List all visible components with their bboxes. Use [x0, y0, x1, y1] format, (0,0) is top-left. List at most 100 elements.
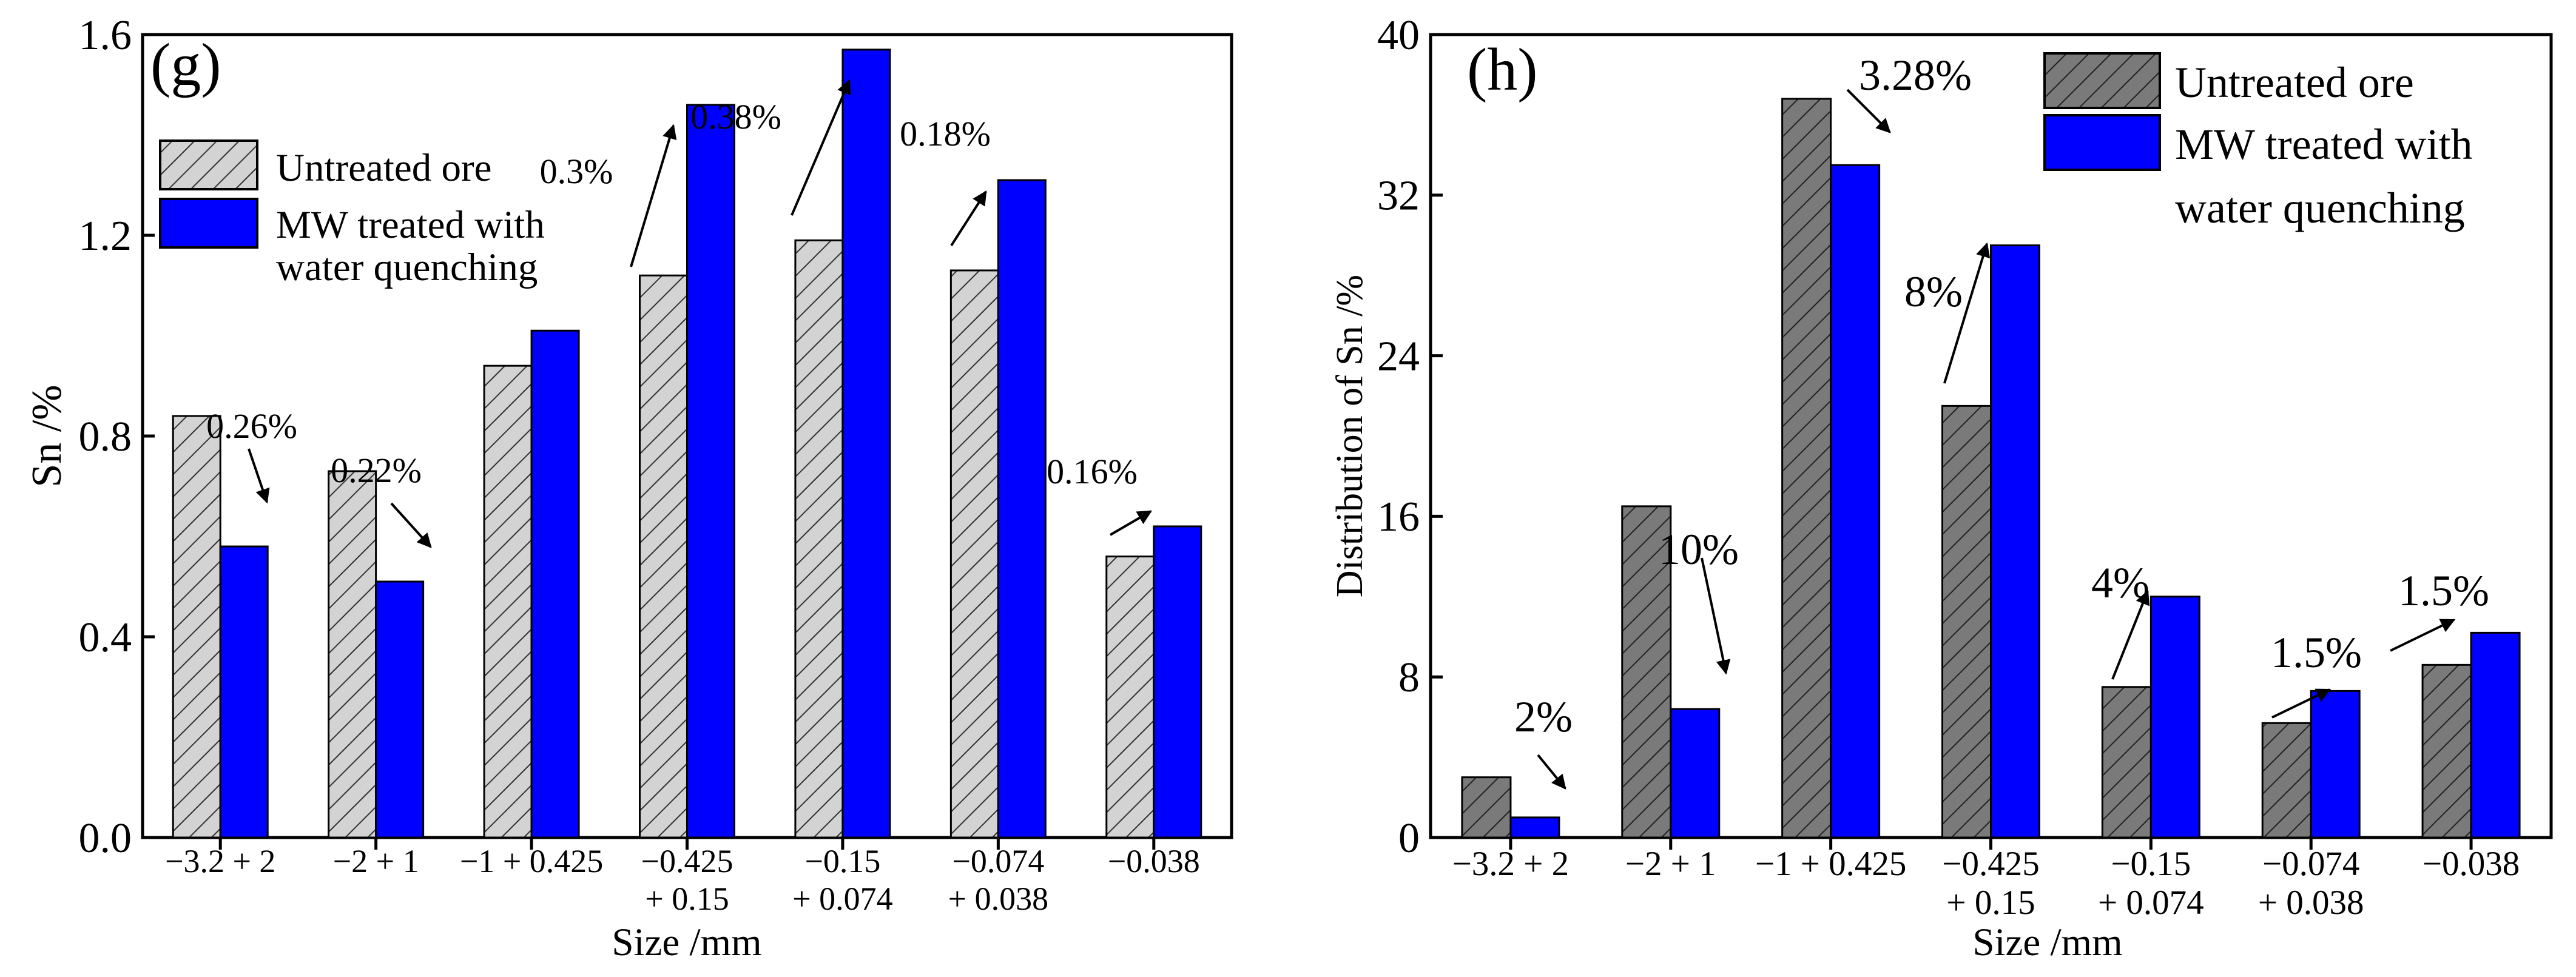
- annotation-arrow: [1943, 242, 1991, 384]
- annotation-arrow: [2271, 688, 2332, 719]
- bar-untreated: [1105, 556, 1155, 839]
- x-tick-label: −0.038: [1108, 843, 1200, 879]
- x-tick-label: −3.2 + 2: [1452, 845, 1570, 883]
- x-tick-label: −0.15: [2111, 845, 2191, 883]
- bar-untreated: [1621, 505, 1672, 839]
- x-tick-label: −1 + 0.425: [1755, 845, 1907, 883]
- annotation-label: 0.16%: [1047, 452, 1138, 491]
- annotation-label: 4%: [2091, 559, 2149, 607]
- y-tick-label: 1.2: [79, 213, 132, 260]
- bar-mw-treated: [1153, 525, 1202, 839]
- bar-mw-treated: [841, 49, 891, 839]
- bar-untreated: [2421, 663, 2472, 839]
- panel-g-chart: 0.0 0.4 0.8 1.2 1.6 −3.2 + 2 −2 + 1 −1 + 0.425 −…: [24, 12, 1233, 964]
- bar-mw-treated: [219, 545, 269, 839]
- annotation-arrow: [950, 190, 987, 247]
- legend-swatch: [2043, 52, 2161, 109]
- annotation-arrow: [791, 79, 851, 216]
- bar-mw-treated: [1670, 708, 1721, 839]
- annotation-arrow: [1537, 754, 1566, 790]
- annotation-arrow: [390, 502, 432, 548]
- x-axis-label: Size /mm: [1972, 921, 2122, 964]
- legend-label: Untreated ore: [276, 146, 492, 190]
- panel-h-chart: 0 8 16 24 32 40 −3.2 + 2 −2 + 1 −1 + 0.425 −0.425…: [1329, 12, 2553, 964]
- annotation-label: 3.28%: [1859, 51, 1972, 99]
- y-tick-label: 0.8: [79, 414, 132, 460]
- bar-untreated: [1781, 98, 1832, 839]
- legend-label: water quenching: [2175, 184, 2465, 232]
- annotation-label: 8%: [1904, 267, 1963, 316]
- legend-label: MW treated with: [2175, 120, 2473, 169]
- annotation-label: 1.5%: [2271, 628, 2362, 677]
- annotation-label: 0.26%: [206, 406, 297, 446]
- y-tick-label: 40: [1377, 12, 1420, 59]
- bar-untreated: [483, 364, 533, 839]
- annotation-arrow: [2390, 619, 2456, 652]
- bar-mw-treated: [686, 104, 735, 839]
- x-tick-label: −0.038: [2423, 845, 2520, 883]
- x-tick-label: + 0.074: [792, 881, 892, 917]
- annotation-label: 10%: [1659, 525, 1739, 574]
- bar-mw-treated: [1830, 164, 1881, 839]
- y-tick-label: 32: [1377, 173, 1420, 220]
- bar-mw-treated: [530, 329, 580, 839]
- annotation-arrow: [1846, 89, 1891, 133]
- y-tick-label: 0.4: [79, 614, 132, 661]
- bar-mw-treated: [1990, 244, 2040, 839]
- bar-untreated: [949, 269, 999, 839]
- panel-label: (h): [1467, 36, 1538, 103]
- bar-mw-treated: [2149, 596, 2200, 839]
- x-tick-label: + 0.038: [948, 881, 1048, 917]
- y-tick-label: 0.0: [79, 815, 132, 862]
- x-tick-label: −2 + 1: [333, 843, 419, 879]
- annotation-label: 1.5%: [2398, 566, 2489, 615]
- legend-label: water quenching: [276, 246, 538, 289]
- annotation-label: 0.22%: [331, 451, 422, 490]
- bar-mw-treated: [2310, 690, 2361, 839]
- annotation-label: 0.38%: [690, 97, 781, 136]
- bar-untreated: [172, 415, 221, 839]
- x-tick-label: −1 + 0.425: [460, 843, 603, 879]
- x-tick-label: −0.15: [804, 843, 880, 879]
- panel-label: (g): [150, 31, 221, 98]
- y-axis-label: Distribution of Sn /%: [1329, 275, 1371, 597]
- bar-mw-treated: [997, 179, 1047, 839]
- x-tick-label: + 0.038: [2258, 884, 2364, 922]
- bar-untreated: [328, 470, 377, 839]
- x-tick-label: + 0.074: [2098, 884, 2204, 922]
- annotation-label: 2%: [1514, 693, 1573, 741]
- legend-swatch: [159, 139, 258, 190]
- x-tick-label: + 0.15: [645, 881, 729, 917]
- legend-swatch: [159, 198, 258, 249]
- bar-untreated: [1941, 405, 1992, 839]
- x-tick-label: −0.074: [952, 843, 1044, 879]
- bar-mw-treated: [2470, 631, 2521, 839]
- annotation-label: 0.3%: [540, 152, 613, 191]
- y-tick-label: 1.6: [79, 12, 132, 59]
- annotation-label: 0.18%: [900, 114, 991, 153]
- annotation-arrow: [1109, 510, 1153, 536]
- legend-label: MW treated with: [276, 203, 545, 247]
- bar-untreated: [794, 239, 844, 839]
- y-tick-label: 16: [1377, 494, 1420, 540]
- legend-label: Untreated ore: [2175, 58, 2414, 107]
- x-tick-label: −0.074: [2262, 845, 2359, 883]
- legend-swatch: [2043, 114, 2161, 171]
- bar-untreated: [639, 274, 688, 839]
- annotation-arrow: [1701, 557, 1731, 675]
- annotation-arrow: [630, 124, 677, 267]
- annotation-arrow: [248, 448, 270, 504]
- x-tick-label: −0.425: [641, 843, 733, 879]
- bar-mw-treated: [375, 580, 425, 839]
- y-tick-label: 8: [1398, 654, 1420, 701]
- x-tick-label: −3.2 + 2: [165, 843, 275, 879]
- annotation-arrow: [2111, 589, 2150, 680]
- bar-untreated: [2261, 722, 2312, 839]
- y-axis-label: Sn /%: [24, 384, 70, 487]
- x-tick-label: + 0.15: [1946, 884, 2035, 922]
- y-tick-label: 0: [1398, 815, 1420, 862]
- y-tick-label: 24: [1377, 333, 1420, 380]
- bar-untreated: [2101, 686, 2152, 839]
- x-tick-label: −2 + 1: [1625, 845, 1716, 883]
